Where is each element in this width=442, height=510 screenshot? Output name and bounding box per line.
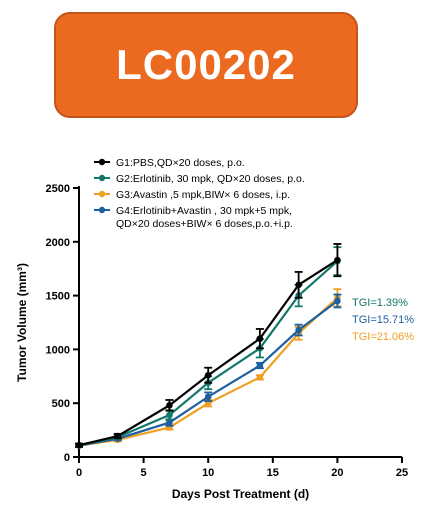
data-point [166, 411, 173, 419]
y-tick-label: 2500 [46, 183, 70, 195]
tgi-annotation: TGI=1.39% [352, 297, 408, 309]
legend-label: QD×20 doses+BIW× 6 doses,p.o.+i.p. [116, 218, 293, 230]
data-point [256, 335, 264, 342]
y-tick-label: 0 [64, 452, 70, 464]
data-point [334, 297, 341, 305]
x-tick-label: 10 [202, 467, 214, 479]
legend-label: G2:Erlotinib, 30 mpk, QD×20 doses, p.o. [116, 173, 305, 185]
y-tick-label: 500 [52, 398, 70, 410]
y-tick-label: 1000 [46, 344, 70, 356]
data-point [166, 402, 173, 409]
data-point [256, 362, 264, 369]
legend-label: G1:PBS,QD×20 doses, p.o. [116, 157, 245, 169]
data-point [295, 326, 302, 334]
legend-swatch-marker [98, 190, 106, 198]
tgi-annotation: TGI=21.06% [352, 331, 414, 343]
data-point [204, 393, 212, 401]
legend-swatch-marker [98, 158, 106, 166]
data-point [256, 374, 264, 381]
data-point [204, 371, 212, 379]
data-point [334, 256, 341, 264]
y-tick-label: 1500 [46, 291, 70, 303]
data-point [295, 281, 302, 289]
x-tick-label: 15 [267, 467, 279, 479]
title-banner: LC00202 [54, 12, 358, 118]
y-tick-label: 2000 [46, 237, 70, 249]
data-point [166, 419, 173, 426]
legend-label: G4:Erlotinib+Avastin , 30 mpk+5 mpk, [116, 205, 292, 217]
legend-label: G3:Avastin ,5 mpk,BIW× 6 doses, i.p. [116, 189, 290, 201]
x-tick-label: 0 [76, 467, 82, 479]
data-point [75, 441, 83, 449]
x-tick-label: 25 [396, 467, 408, 479]
x-tick-label: 5 [141, 467, 147, 479]
x-tick-label: 20 [331, 467, 343, 479]
y-axis-label: Tumor Volume (mm³) [15, 263, 29, 382]
tgi-annotation: TGI=15.71% [352, 314, 414, 326]
banner-title: LC00202 [116, 41, 296, 88]
legend-swatch-marker [98, 206, 106, 214]
x-axis-label: Days Post Treatment (d) [172, 487, 309, 501]
legend-swatch-marker [98, 174, 106, 182]
data-point [114, 432, 122, 440]
